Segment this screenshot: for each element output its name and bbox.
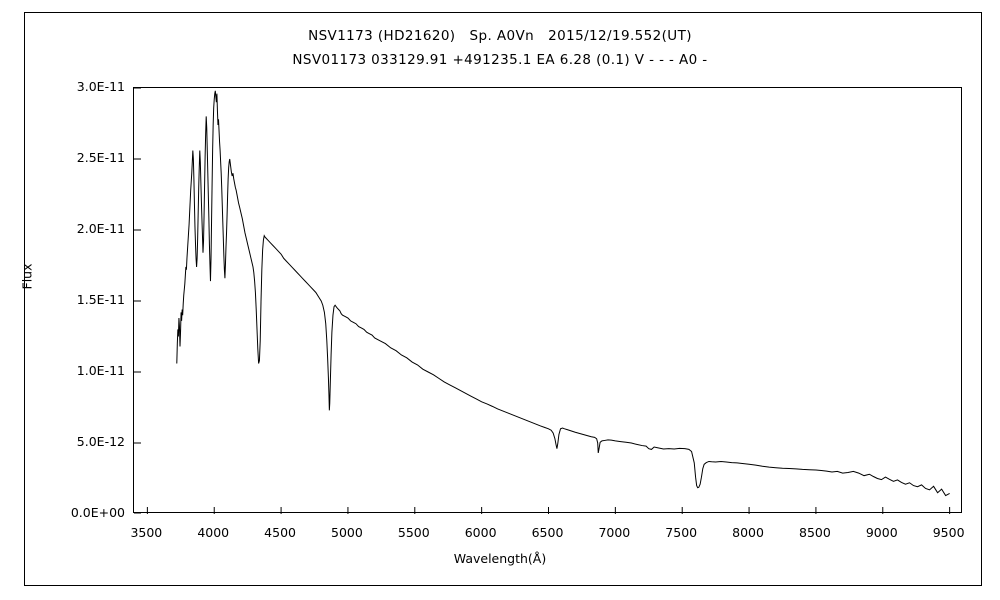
x-axis-tick-label: 7500: [665, 525, 698, 540]
x-axis-tick-label: 7000: [598, 525, 631, 540]
x-axis-tick-label: 9000: [865, 525, 898, 540]
y-axis-tick-label: 3.0E-11: [76, 79, 125, 94]
chart-title-block: NSV1173 (HD21620) Sp. A0Vn 2015/12/19.55…: [0, 24, 1000, 72]
x-axis-label: Wavelength(Å): [453, 551, 547, 566]
y-axis-tick-label: 0.0E+00: [70, 505, 125, 520]
x-axis-tick-label: 9500: [932, 525, 965, 540]
y-axis-label: Flux: [19, 263, 35, 290]
x-axis-tick-label: 5500: [397, 525, 430, 540]
y-axis-tick-label: 2.0E-11: [76, 221, 125, 236]
plot-area: [133, 87, 962, 514]
y-axis-tick-label: 5.0E-12: [76, 434, 125, 449]
x-axis-tick-label: 6500: [531, 525, 564, 540]
x-axis-tick-label: 6000: [464, 525, 497, 540]
spectrum-data-line: [176, 90, 950, 497]
y-axis-tick-label: 1.0E-11: [76, 363, 125, 378]
x-axis-tick-label: 8000: [732, 525, 764, 540]
axis-tick-marks: [134, 88, 951, 514]
x-axis-tick-label: 4000: [197, 525, 230, 540]
x-axis-tick-label: 4500: [264, 525, 296, 540]
y-axis-tick-label: 2.5E-11: [76, 150, 125, 165]
x-axis-tick-label: 5000: [331, 525, 363, 540]
spectrum-plot-svg: [134, 88, 951, 514]
y-axis-tick-label: 1.5E-11: [76, 292, 125, 307]
chart-title-line-1: NSV1173 (HD21620) Sp. A0Vn 2015/12/19.55…: [308, 28, 692, 44]
x-axis-tick-label: 8500: [799, 525, 831, 540]
x-axis-tick-label: 3500: [130, 525, 163, 540]
chart-title-line-2: NSV01173 033129.91 +491235.1 EA 6.28 (0.…: [292, 52, 708, 68]
